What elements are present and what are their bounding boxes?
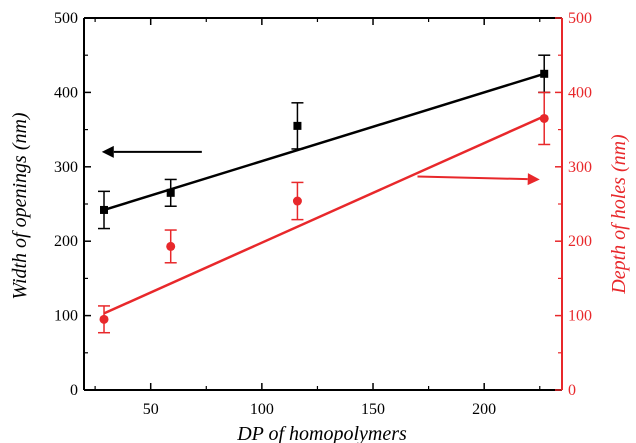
right-tick-label: 200 xyxy=(568,233,592,250)
left-tick-label: 400 xyxy=(54,84,78,101)
width-point xyxy=(166,188,175,197)
left-tick-label: 0 xyxy=(70,382,78,399)
right-axis: 0 100 200 300 400 500 xyxy=(555,10,592,399)
depth-point xyxy=(292,196,302,206)
width-point xyxy=(540,69,549,78)
depth-point xyxy=(539,113,549,123)
right-axis-arrow-head xyxy=(527,173,540,186)
left-tick-label: 200 xyxy=(54,233,78,250)
left-tick-label: 300 xyxy=(54,159,78,176)
left-axis-arrow-head xyxy=(101,145,114,158)
x-tick-label: 100 xyxy=(250,401,274,418)
left-axis: 0 100 200 300 400 500 xyxy=(54,10,91,399)
right-tick-label: 500 xyxy=(568,10,592,27)
fit-lines xyxy=(103,72,545,315)
left-axis-arrow xyxy=(101,145,202,158)
width-fit-line xyxy=(103,72,545,212)
right-tick-label: 400 xyxy=(568,84,592,101)
left-tick-label: 100 xyxy=(54,308,78,325)
data-points xyxy=(98,54,551,334)
left-axis-label: Width of openings (nm) xyxy=(9,112,31,300)
width-point xyxy=(293,121,302,130)
left-tick-label: 500 xyxy=(54,10,78,27)
right-tick-label: 0 xyxy=(568,382,576,399)
x-tick-label: 50 xyxy=(143,401,159,418)
right-axis-arrow-shaft xyxy=(417,175,528,181)
right-tick-label: 300 xyxy=(568,159,592,176)
depth-point xyxy=(166,241,176,251)
x-tick-label: 150 xyxy=(361,401,385,418)
x-axis-label: DP of homopolymers xyxy=(236,423,407,443)
right-axis-arrow xyxy=(417,173,540,186)
right-tick-label: 100 xyxy=(568,308,592,325)
depth-fit-line xyxy=(103,115,545,315)
x-axis: 50 100 150 200 xyxy=(94,18,541,418)
x-tick-label: 200 xyxy=(472,401,496,418)
right-axis-label: Depth of holes (nm) xyxy=(608,134,630,295)
plot-frame xyxy=(83,17,563,391)
depth-point xyxy=(99,314,109,324)
width-point xyxy=(100,205,109,214)
annotation-arrows xyxy=(101,145,540,186)
